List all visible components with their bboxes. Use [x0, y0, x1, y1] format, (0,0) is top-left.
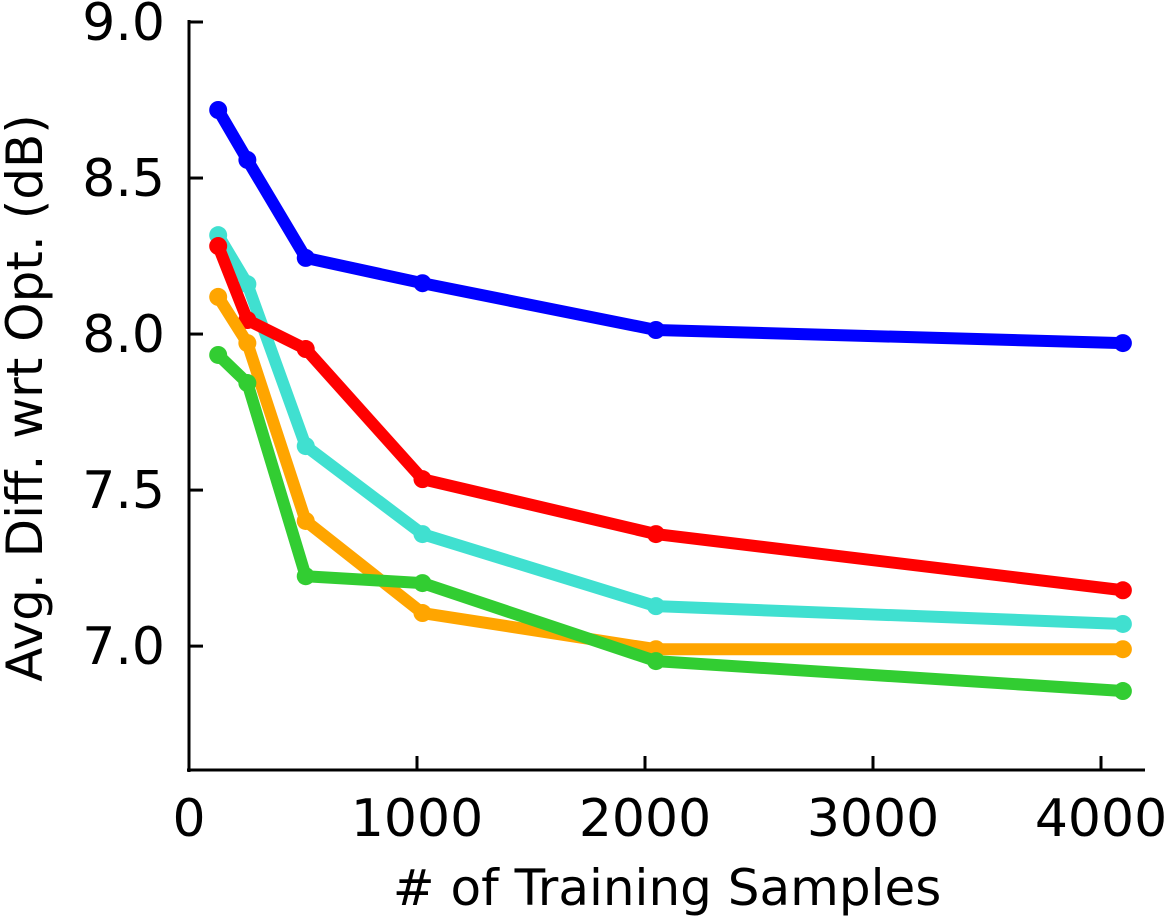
point: [413, 604, 432, 623]
x-tick-label: 0: [172, 789, 205, 849]
series-line: [212, 243, 1124, 597]
y-axis-label: Avg. Diff. wrt Opt. (dB): [0, 114, 54, 682]
point: [296, 437, 315, 456]
x-tick-label: 2000: [579, 789, 711, 849]
point: [296, 511, 315, 530]
series-line: [213, 293, 1123, 656]
x-axis-label: # of Training Samples: [393, 859, 942, 917]
point: [413, 574, 432, 593]
x-tick-label: 4000: [1035, 789, 1167, 849]
x-tick-label: 3000: [807, 789, 939, 849]
point: [209, 237, 228, 256]
x-tick-label: 1000: [351, 789, 483, 849]
point: [296, 340, 315, 359]
point: [238, 150, 257, 169]
point: [296, 248, 315, 267]
point: [209, 345, 228, 364]
point: [238, 334, 257, 353]
point: [1113, 581, 1132, 600]
point: [238, 311, 257, 330]
point: [1113, 682, 1132, 701]
point: [209, 101, 228, 119]
point: [646, 597, 665, 616]
point: [1113, 614, 1132, 633]
point: [413, 470, 432, 489]
point: [296, 567, 315, 586]
series-line: [213, 106, 1124, 350]
point: [238, 275, 257, 294]
y-tick-label: 7.0: [82, 617, 165, 677]
y-tick-label: 8.0: [82, 305, 165, 365]
point: [1113, 640, 1132, 659]
point: [238, 374, 257, 393]
point: [209, 287, 228, 306]
point: [1113, 334, 1132, 353]
point: [646, 652, 665, 671]
point: [646, 321, 665, 339]
point: [413, 274, 432, 293]
y-tick-label: 8.5: [82, 149, 165, 209]
y-tick-label: 9.0: [82, 0, 165, 53]
y-tick-label: 7.5: [82, 461, 165, 521]
point: [646, 525, 665, 544]
series-line: [213, 232, 1124, 630]
point: [413, 525, 432, 544]
